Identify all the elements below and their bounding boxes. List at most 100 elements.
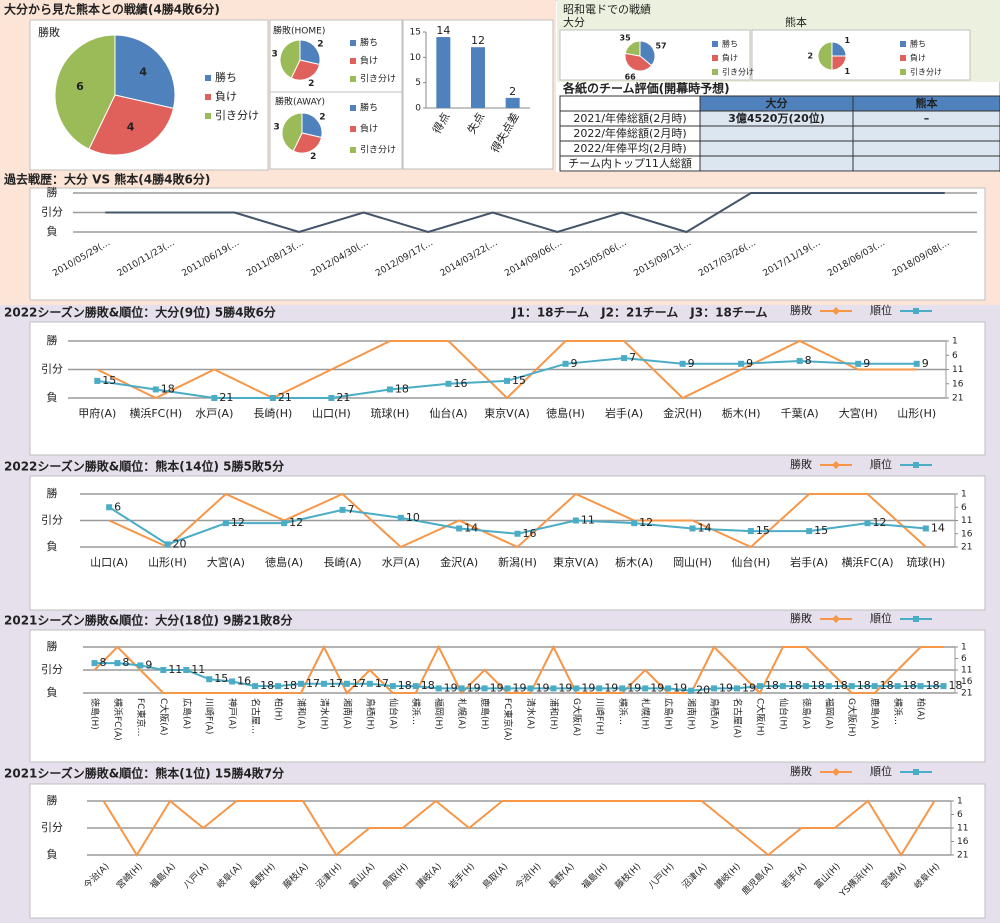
chart-note: J1：18チーム J2：21チーム J3：18チーム	[511, 306, 767, 320]
panel-title: 大分から見た熊本との戦績(4勝4敗6分)	[4, 2, 220, 17]
data-label: 19	[627, 681, 641, 694]
x-tick-label: 大宮(A)	[207, 555, 245, 569]
x-tick-label: 水戸(A)	[195, 407, 233, 420]
x-tick-label: 千葉(A)	[781, 406, 819, 420]
value-label: 14	[436, 24, 450, 37]
y2-tick-label: 21	[957, 851, 968, 861]
row-label: 2021/年俸総額(2月時)	[573, 111, 686, 125]
pie-slice	[54, 34, 116, 150]
y-tick-label: 勝	[47, 793, 58, 807]
bar	[436, 37, 451, 108]
y-tick-label: 勝	[47, 185, 58, 199]
table-cell	[699, 155, 854, 172]
x-tick-label: 横浜…	[892, 698, 904, 725]
x-tick-label: 札幌(H)	[640, 698, 652, 730]
pie-slice	[639, 40, 656, 67]
data-label: 12	[289, 516, 303, 529]
data-label: 16	[237, 675, 251, 688]
point-marker	[806, 528, 813, 535]
point-marker	[864, 520, 871, 527]
point-marker	[339, 506, 346, 513]
y-tick-label: 15	[410, 28, 421, 38]
pie-slice	[624, 52, 653, 72]
legend-marker	[913, 462, 919, 468]
point-marker	[445, 380, 452, 387]
legend-marker	[913, 616, 919, 622]
point-marker	[160, 667, 167, 673]
box	[29, 321, 986, 456]
y2-tick-label: 11	[952, 365, 963, 375]
legend-marker	[832, 461, 840, 469]
x-tick-label: 横浜…	[410, 698, 422, 725]
legend-label: 負け	[215, 90, 237, 103]
data-label: 12	[639, 516, 653, 529]
pie-slice	[301, 112, 323, 139]
point-marker	[183, 667, 190, 673]
legend-swatch	[350, 76, 356, 82]
x-tick-label: 湘南(H)	[686, 698, 698, 730]
x-tick-label: 徳島(H)	[546, 406, 585, 420]
legend-swatch	[712, 55, 718, 61]
x-tick-label: 川崎F(A)	[204, 698, 216, 734]
slice-label: 57	[655, 42, 666, 51]
pie-title: 大分	[563, 15, 585, 29]
legend-label: 負け	[910, 53, 926, 63]
data-label: 9	[688, 357, 695, 370]
legend-marker	[832, 307, 840, 315]
data-label: 9	[746, 357, 753, 370]
y-tick-label: 0	[415, 104, 421, 114]
y-tick-label: 引分	[41, 362, 63, 376]
x-tick-label: 鹿島(A)	[869, 698, 881, 729]
slice-label: 2	[319, 112, 325, 122]
data-label: 12	[231, 516, 245, 529]
x-tick-label: 柏(A)	[915, 698, 927, 720]
pie-slice	[114, 34, 176, 109]
y2-tick-label: 1	[957, 797, 963, 807]
pie-slice	[281, 112, 303, 152]
series-line	[102, 799, 936, 857]
x-tick-label: 新潟(H)	[498, 555, 537, 569]
y2-tick-label: 16	[957, 837, 969, 847]
x-tick-label: C大阪(H)	[754, 698, 766, 736]
data-label: 17	[352, 677, 366, 690]
box	[751, 29, 971, 81]
data-label: 19	[719, 681, 733, 694]
data-label: 18	[788, 679, 802, 692]
x-tick-label: 金沢(H)	[663, 406, 702, 420]
slice-label: 2	[808, 52, 814, 61]
point-marker	[913, 360, 920, 367]
x-tick-label: 山口(A)	[90, 556, 128, 569]
bar	[471, 47, 485, 108]
data-label: 19	[581, 681, 595, 694]
data-label: 11	[191, 663, 205, 676]
slice-label: 6	[76, 80, 84, 93]
slice-label: 3	[272, 50, 278, 60]
x-tick-label: G大阪(H)	[846, 698, 858, 737]
x-tick-label: 水戸(A)	[382, 556, 420, 569]
legend-swatch	[900, 55, 906, 61]
y2-tick-label: 1	[961, 643, 967, 653]
legend-label: 勝ち	[360, 102, 378, 114]
x-tick-label: 徳島(A)	[800, 698, 812, 729]
pie-slice	[292, 132, 323, 154]
x-tick-label: 東京V(A)	[484, 406, 530, 420]
point-marker	[114, 660, 121, 667]
data-label: 19	[535, 681, 549, 694]
data-label: 14	[698, 521, 712, 534]
legend-swatch	[900, 41, 906, 47]
pie-title: 熊本	[785, 15, 807, 29]
data-label: 9	[571, 357, 578, 370]
series-line	[96, 339, 917, 400]
point-marker	[596, 685, 603, 692]
y-tick-label: 引分	[41, 820, 63, 834]
point-marker	[281, 520, 288, 527]
point-marker	[756, 683, 763, 690]
x-tick-label: 広島(H)	[663, 698, 675, 730]
slice-label: 4	[139, 66, 147, 79]
data-label: 18	[395, 382, 409, 395]
pie-slice	[624, 40, 641, 57]
series-line	[108, 492, 927, 549]
row-label: 2022/年俸総額(2月時)	[573, 126, 686, 140]
point-marker	[802, 683, 809, 690]
data-label: 18	[161, 382, 175, 395]
